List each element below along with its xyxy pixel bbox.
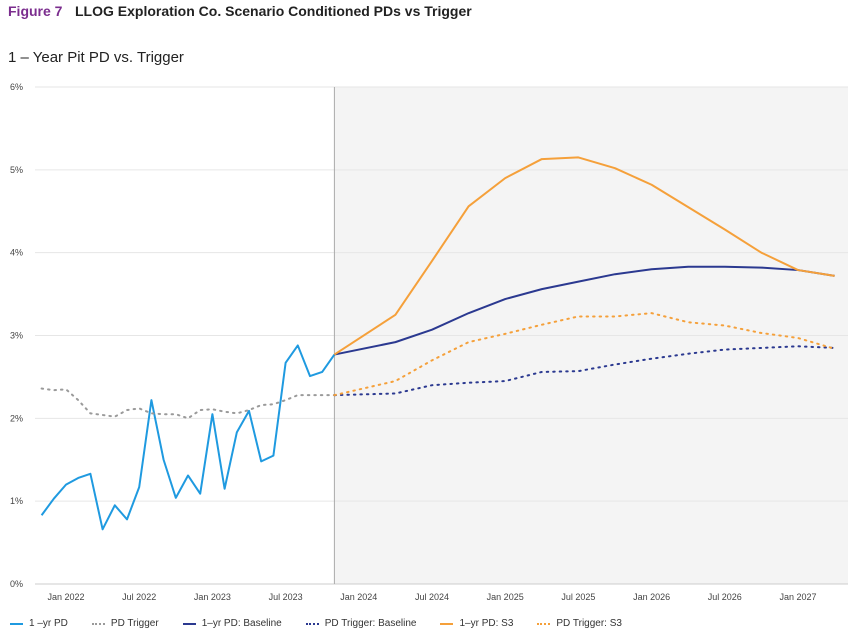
legend-swatch bbox=[91, 622, 105, 625]
legend-label: PD Trigger: S3 bbox=[556, 618, 622, 629]
legend-label: 1 –yr PD bbox=[29, 618, 68, 629]
figure-label: Figure 7 bbox=[8, 3, 63, 19]
legend-swatch bbox=[537, 622, 551, 625]
y-tick-label: 3% bbox=[10, 331, 23, 341]
x-tick-label: Jul 2022 bbox=[122, 592, 156, 602]
legend-item: 1–yr PD: Baseline bbox=[182, 618, 282, 629]
legend-swatch bbox=[305, 622, 319, 625]
legend: 1 –yr PD PD Trigger 1–yr PD: Baseline PD Tr… bbox=[10, 618, 646, 629]
legend-item: 1 –yr PD bbox=[10, 618, 68, 629]
figure-title: LLOG Exploration Co. Scenario Conditione… bbox=[75, 3, 472, 19]
legend-swatch bbox=[182, 622, 196, 625]
x-tick-label: Jan 2023 bbox=[194, 592, 231, 602]
series-line-1-yr-pd-baseline bbox=[334, 265, 835, 356]
x-tick-label: Jul 2023 bbox=[269, 592, 303, 602]
legend-item: PD Trigger: Baseline bbox=[305, 618, 417, 629]
x-tick-label: Jul 2025 bbox=[561, 592, 595, 602]
y-tick-label: 2% bbox=[10, 413, 23, 423]
legend-item: PD Trigger: S3 bbox=[537, 618, 622, 629]
legend-swatch bbox=[440, 622, 454, 625]
legend-label: 1–yr PD: Baseline bbox=[201, 618, 282, 629]
y-tick-label: 6% bbox=[10, 82, 23, 92]
series-line-pd-trigger-s3 bbox=[333, 312, 836, 397]
legend-label: PD Trigger bbox=[110, 618, 159, 629]
legend-label: PD Trigger: Baseline bbox=[324, 618, 417, 629]
y-tick-label: 5% bbox=[10, 165, 23, 175]
x-tick-label: Jan 2025 bbox=[487, 592, 524, 602]
series-line-1-yr-pd bbox=[40, 344, 336, 531]
y-tick-label: 4% bbox=[10, 248, 23, 258]
legend-label: 1–yr PD: S3 bbox=[459, 618, 514, 629]
x-tick-label: Jan 2022 bbox=[47, 592, 84, 602]
legend-item: 1–yr PD: S3 bbox=[440, 618, 513, 629]
x-tick-label: Jan 2026 bbox=[633, 592, 670, 602]
legend-item: PD Trigger bbox=[91, 618, 159, 629]
x-tick-label: Jul 2024 bbox=[415, 592, 449, 602]
series-line-pd-trigger bbox=[40, 387, 336, 420]
legend-swatch bbox=[10, 622, 23, 625]
y-tick-label: 1% bbox=[10, 496, 23, 506]
x-tick-label: Jul 2026 bbox=[708, 592, 742, 602]
x-tick-label: Jan 2027 bbox=[779, 592, 816, 602]
chart-subtitle: 1 – Year Pit PD vs. Trigger bbox=[8, 49, 184, 66]
x-tick-label: Jan 2024 bbox=[340, 592, 377, 602]
series-line-pd-trigger-baseline bbox=[333, 345, 836, 397]
series-line-1-yr-pd-s3 bbox=[333, 156, 835, 356]
y-tick-label: 0% bbox=[10, 579, 23, 589]
